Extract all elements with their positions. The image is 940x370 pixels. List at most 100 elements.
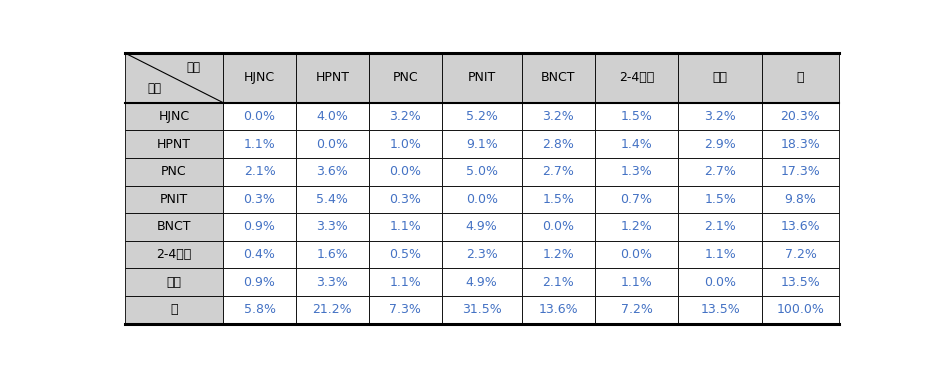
Text: HPNT: HPNT (157, 138, 191, 151)
Bar (679, 268, 762, 296)
Text: 2.9%: 2.9% (704, 138, 736, 151)
Bar (522, 53, 595, 102)
Text: 3.2%: 3.2% (704, 110, 736, 123)
Text: 1.1%: 1.1% (243, 138, 275, 151)
Bar (595, 296, 679, 324)
Bar (679, 241, 762, 268)
Bar (368, 213, 442, 241)
Bar (522, 158, 595, 185)
Text: 2-4단계: 2-4단계 (619, 71, 654, 84)
Bar (522, 130, 595, 158)
Bar (442, 185, 522, 213)
Text: 18.3%: 18.3% (780, 138, 821, 151)
Text: 7.2%: 7.2% (785, 248, 817, 261)
Text: 0.0%: 0.0% (317, 138, 349, 151)
Text: 0.3%: 0.3% (389, 193, 421, 206)
Text: 2.8%: 2.8% (542, 138, 574, 151)
Bar (223, 53, 296, 102)
Text: PNIT: PNIT (467, 71, 496, 84)
Text: 1.4%: 1.4% (620, 138, 652, 151)
Text: 2-4단계: 2-4단계 (156, 248, 192, 261)
Bar (296, 296, 368, 324)
Bar (368, 102, 442, 130)
Bar (679, 213, 762, 241)
Bar (762, 185, 838, 213)
Text: 13.6%: 13.6% (780, 221, 821, 233)
Bar (296, 268, 368, 296)
Bar (125, 53, 223, 102)
Bar (522, 102, 595, 130)
Text: 3.3%: 3.3% (317, 221, 349, 233)
Bar (296, 53, 368, 102)
Bar (368, 268, 442, 296)
Text: 0.0%: 0.0% (465, 193, 498, 206)
Text: 17.3%: 17.3% (780, 165, 821, 178)
Text: 0.3%: 0.3% (243, 193, 275, 206)
Text: 2.1%: 2.1% (704, 221, 736, 233)
Text: 5.0%: 5.0% (465, 165, 498, 178)
Bar (595, 268, 679, 296)
Bar (296, 158, 368, 185)
Bar (368, 130, 442, 158)
Bar (125, 130, 223, 158)
Text: 1.5%: 1.5% (704, 193, 736, 206)
Bar (595, 185, 679, 213)
Text: 4.0%: 4.0% (317, 110, 349, 123)
Bar (223, 268, 296, 296)
Bar (125, 241, 223, 268)
Bar (223, 241, 296, 268)
Bar (296, 213, 368, 241)
Bar (762, 158, 838, 185)
Text: 종점: 종점 (187, 61, 200, 74)
Bar (679, 158, 762, 185)
Bar (679, 185, 762, 213)
Bar (125, 102, 223, 130)
Text: 0.7%: 0.7% (620, 193, 652, 206)
Text: 2.1%: 2.1% (542, 276, 574, 289)
Text: 0.0%: 0.0% (243, 110, 275, 123)
Bar (442, 268, 522, 296)
Bar (679, 296, 762, 324)
Bar (595, 241, 679, 268)
Bar (442, 53, 522, 102)
Text: 7.3%: 7.3% (389, 303, 421, 316)
Bar (442, 158, 522, 185)
Bar (125, 296, 223, 324)
Bar (368, 158, 442, 185)
Text: 9.1%: 9.1% (466, 138, 497, 151)
Text: 1.6%: 1.6% (317, 248, 349, 261)
Text: 0.4%: 0.4% (243, 248, 275, 261)
Text: 1.1%: 1.1% (389, 221, 421, 233)
Text: 13.5%: 13.5% (780, 276, 821, 289)
Bar (223, 102, 296, 130)
Text: 1.1%: 1.1% (704, 248, 736, 261)
Text: 기점: 기점 (148, 82, 162, 95)
Text: PNC: PNC (161, 165, 187, 178)
Bar (762, 130, 838, 158)
Text: PNIT: PNIT (160, 193, 188, 206)
Text: 0.5%: 0.5% (389, 248, 421, 261)
Text: 21.2%: 21.2% (313, 303, 352, 316)
Text: 4.9%: 4.9% (466, 221, 497, 233)
Bar (595, 102, 679, 130)
Bar (522, 213, 595, 241)
Bar (296, 102, 368, 130)
Text: 3.3%: 3.3% (317, 276, 349, 289)
Text: 0.0%: 0.0% (620, 248, 652, 261)
Bar (762, 53, 838, 102)
Bar (679, 102, 762, 130)
Bar (595, 53, 679, 102)
Bar (125, 268, 223, 296)
Bar (762, 102, 838, 130)
Text: 0.0%: 0.0% (389, 165, 421, 178)
Text: 2.3%: 2.3% (466, 248, 497, 261)
Text: 1.3%: 1.3% (620, 165, 652, 178)
Text: HPNT: HPNT (316, 71, 350, 84)
Text: 2.7%: 2.7% (704, 165, 736, 178)
Bar (442, 102, 522, 130)
Bar (223, 185, 296, 213)
Bar (223, 213, 296, 241)
Text: 20.3%: 20.3% (780, 110, 821, 123)
Text: 2.7%: 2.7% (542, 165, 574, 178)
Text: 0.9%: 0.9% (243, 221, 275, 233)
